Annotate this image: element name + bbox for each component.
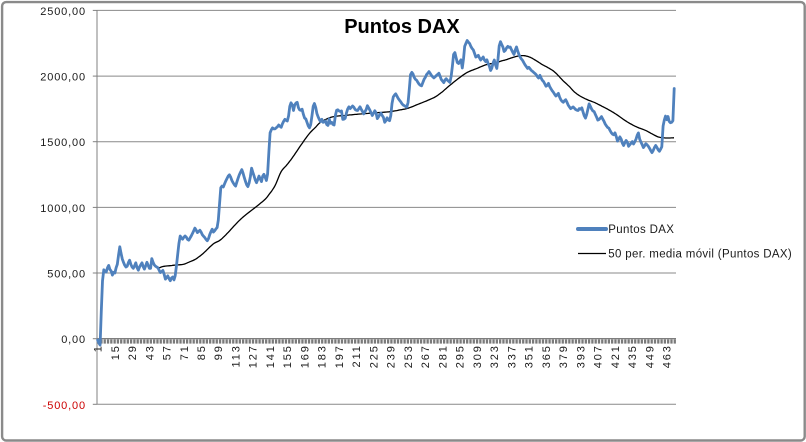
svg-text:2500,00: 2500,00 (40, 6, 86, 18)
svg-text:-500,00: -500,00 (43, 400, 86, 412)
svg-text:463: 463 (662, 344, 674, 368)
svg-text:155: 155 (282, 344, 294, 368)
svg-text:2000,00: 2000,00 (40, 72, 86, 84)
svg-text:407: 407 (593, 344, 605, 368)
svg-text:141: 141 (265, 344, 277, 368)
svg-text:113: 113 (231, 344, 243, 367)
svg-text:421: 421 (610, 344, 622, 368)
svg-text:29: 29 (127, 344, 139, 360)
svg-text:169: 169 (300, 344, 312, 368)
svg-text:211: 211 (351, 344, 363, 367)
svg-text:351: 351 (524, 344, 536, 368)
svg-text:15: 15 (110, 344, 122, 360)
svg-text:379: 379 (558, 344, 570, 368)
svg-text:225: 225 (369, 344, 381, 368)
svg-text:71: 71 (179, 344, 191, 360)
svg-text:365: 365 (541, 344, 553, 368)
svg-text:50 per. media móvil (Puntos DA: 50 per. media móvil (Puntos DAX) (608, 249, 792, 261)
svg-text:323: 323 (489, 344, 501, 368)
svg-text:43: 43 (144, 344, 156, 360)
svg-text:500,00: 500,00 (47, 269, 86, 281)
svg-text:337: 337 (506, 344, 518, 368)
svg-text:295: 295 (455, 344, 467, 368)
svg-text:57: 57 (162, 344, 174, 360)
svg-text:435: 435 (627, 344, 639, 368)
svg-text:Puntos DAX: Puntos DAX (344, 16, 460, 38)
svg-text:85: 85 (196, 344, 208, 360)
svg-text:1500,00: 1500,00 (40, 137, 86, 149)
svg-text:449: 449 (644, 344, 656, 368)
svg-text:393: 393 (575, 344, 587, 368)
svg-text:0,00: 0,00 (61, 334, 86, 346)
svg-text:1000,00: 1000,00 (40, 203, 86, 215)
svg-text:309: 309 (472, 344, 484, 368)
svg-text:281: 281 (438, 344, 450, 368)
svg-text:Puntos DAX: Puntos DAX (608, 224, 674, 236)
svg-text:183: 183 (317, 344, 329, 368)
svg-text:239: 239 (386, 344, 398, 368)
svg-text:99: 99 (213, 344, 225, 360)
svg-text:197: 197 (334, 344, 346, 368)
svg-text:127: 127 (248, 344, 260, 368)
svg-text:1: 1 (93, 344, 105, 352)
svg-text:253: 253 (403, 344, 415, 368)
svg-text:267: 267 (420, 344, 432, 368)
